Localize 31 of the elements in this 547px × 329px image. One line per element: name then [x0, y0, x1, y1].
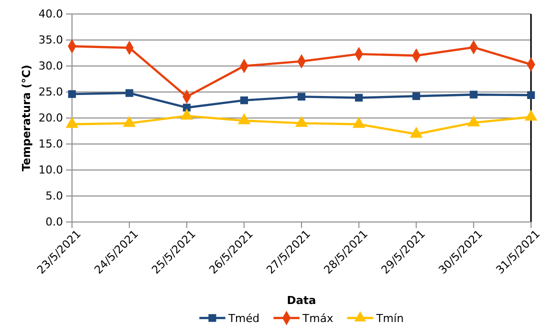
- point: [355, 94, 363, 102]
- legend-label: Tmáx: [302, 312, 334, 325]
- y-axis-title: Temperatura (°C): [20, 64, 33, 172]
- point: [238, 113, 250, 124]
- x-axis-title: Data: [286, 294, 316, 307]
- y-tick-label: 5.0: [46, 190, 63, 203]
- point: [295, 116, 308, 127]
- y-tick-label: 35.0: [38, 34, 63, 47]
- point: [123, 116, 136, 127]
- y-tick-label: 30.0: [38, 60, 63, 73]
- point: [527, 91, 535, 99]
- y-tick-label: 0.0: [46, 216, 63, 229]
- point: [126, 89, 134, 97]
- y-tick-label: 10.0: [38, 164, 63, 177]
- y-tick-label: 20.0: [38, 112, 63, 125]
- y-tick-label: 15.0: [38, 138, 63, 151]
- y-tick-label: 25.0: [38, 86, 63, 99]
- point: [240, 96, 248, 104]
- point: [470, 90, 478, 98]
- point: [467, 115, 480, 126]
- point: [180, 108, 194, 120]
- point: [524, 110, 538, 121]
- point: [298, 92, 306, 101]
- legend-label: Tméd: [227, 312, 260, 325]
- point: [412, 92, 420, 100]
- point: [410, 126, 423, 138]
- point: [352, 116, 366, 128]
- point: [66, 116, 78, 128]
- y-tick-label: 40.0: [38, 8, 63, 21]
- point: [68, 90, 76, 98]
- legend-label: Tmín: [375, 312, 404, 325]
